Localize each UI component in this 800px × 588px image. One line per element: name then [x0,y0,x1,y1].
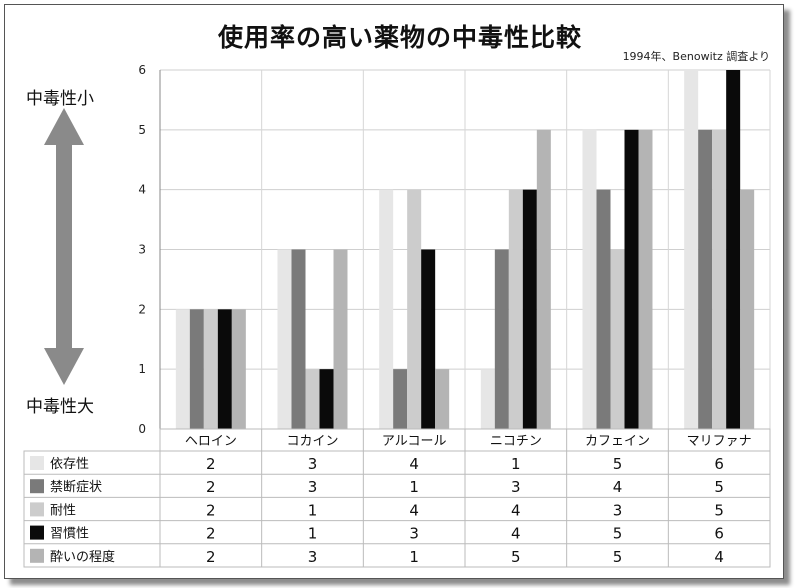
bar [638,129,653,430]
series-label: 禁断症状 [50,480,102,495]
bar [203,309,218,429]
chart-frame [4,4,784,579]
data-label: 4 [613,478,623,496]
bar [508,189,523,429]
y-tick-label: 4 [138,183,146,197]
bar [421,249,436,429]
legend-swatch [30,548,44,563]
legend-swatch [30,456,44,470]
bar [319,369,334,429]
source-note: 1994年、Benowitz 調査より [622,50,770,63]
bar [277,249,292,429]
bar [740,189,755,429]
series-label: 依存性 [50,457,89,472]
y-tick-label: 0 [138,422,146,436]
bar [333,249,348,429]
data-label: 1 [409,478,419,496]
data-label: 4 [511,501,521,519]
bar [582,129,597,430]
data-label: 5 [613,525,623,543]
y-tick-label: 1 [138,362,146,376]
bar [379,189,394,429]
bar [726,70,741,429]
arrow-head-up [44,108,84,145]
y-tick-label: 6 [138,63,146,77]
data-label: 5 [613,455,623,473]
addiction-scale-arrow [44,108,84,385]
arrow-head-down [44,348,84,385]
bar [684,70,699,429]
data-label: 4 [409,455,419,473]
data-label: 3 [308,455,318,473]
data-label: 3 [409,525,419,543]
bar [305,369,320,429]
data-label: 2 [206,455,216,473]
data-label: 2 [206,478,216,496]
bar [522,189,537,429]
bar [291,249,306,429]
legend-swatch [30,479,44,494]
bar [189,309,204,429]
category-label: アルコール [382,434,447,449]
data-label: 4 [409,501,419,519]
series-label: 習慣性 [50,526,89,542]
arrow-bottom-label: 中毒性大 [26,397,94,417]
data-label: 2 [206,501,216,519]
bar [175,309,190,429]
data-label: 4 [511,525,521,543]
data-label: 5 [511,548,521,566]
category-label: ニコチン [490,434,542,449]
data-label: 3 [308,478,318,496]
bar [231,309,246,429]
data-label: 3 [613,501,623,519]
bar [712,129,727,430]
category-label: カフェイン [585,434,650,449]
arrow-top-label: 中毒性小 [26,89,94,109]
bars-group [175,70,755,430]
bar [407,189,422,429]
bar [596,189,611,429]
category-label: コカイン [286,434,338,449]
bar [494,249,509,429]
series-label: 耐性 [50,503,76,518]
bar [610,249,625,429]
data-label: 4 [714,548,724,566]
bar [624,129,639,430]
arrow-shaft [56,140,72,352]
bar [536,129,551,430]
category-label: ヘロイン [185,434,237,449]
data-label: 1 [308,525,318,543]
chart-title: 使用率の高い薬物の中毒性比較 [217,23,582,52]
data-label: 3 [511,478,521,496]
data-label: 6 [714,525,724,543]
data-label: 1 [308,501,318,519]
data-label: 1 [511,455,521,473]
bar [435,369,450,429]
bar [698,129,713,430]
data-label: 6 [714,455,724,473]
data-label: 2 [206,525,216,543]
data-label: 5 [714,478,724,496]
y-tick-label: 5 [138,123,146,137]
data-label: 2 [206,548,216,566]
legend-swatch [30,525,44,540]
bar [393,369,408,429]
series-label: 酔いの程度 [50,549,115,565]
data-label: 5 [714,501,724,519]
data-label: 5 [613,548,623,566]
data-label: 1 [409,548,419,566]
legend-swatch [30,502,44,517]
category-label: マリファナ [687,434,752,449]
data-label: 3 [308,548,318,566]
bar [480,369,495,429]
bar [217,309,232,429]
table-border [23,450,771,568]
y-tick-label: 2 [138,302,146,316]
y-tick-label: 3 [138,243,146,257]
